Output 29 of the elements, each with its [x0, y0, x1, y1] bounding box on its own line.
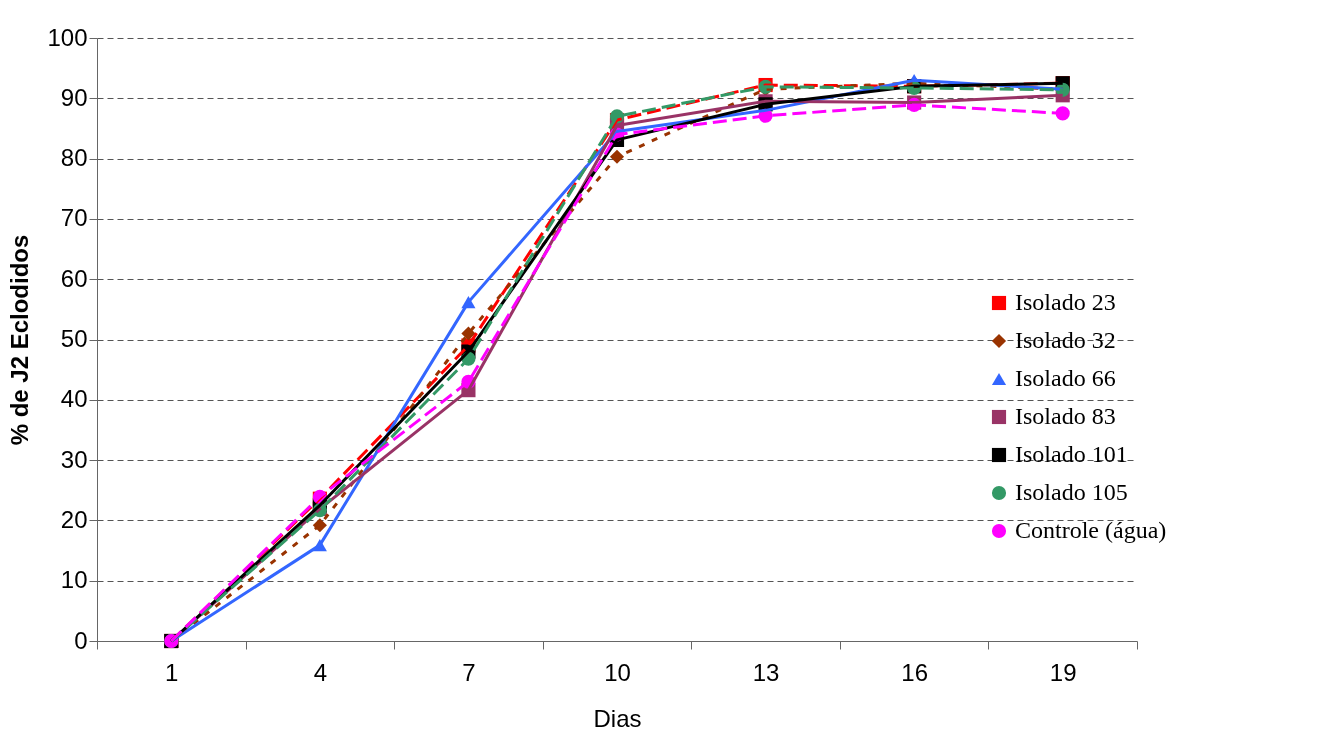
legend-label: Isolado 23	[1015, 289, 1116, 315]
x-axis-title: Dias	[593, 704, 642, 732]
y-tick-label: 30	[60, 445, 88, 473]
y-axis-title: % de J2 Eclodidos	[6, 234, 34, 446]
x-tick-label: 13	[752, 658, 780, 686]
x-tick-label: 7	[462, 658, 476, 686]
y-tick-label: 80	[60, 144, 88, 172]
x-tick-label: 16	[901, 658, 928, 686]
x-tick-label: 19	[1049, 658, 1077, 686]
y-tick-label: 100	[47, 23, 88, 51]
x-tick-label: 10	[604, 658, 631, 686]
legend-label: Isolado 105	[1015, 479, 1128, 505]
y-tick-label: 10	[60, 566, 88, 594]
y-tick-label: 40	[60, 385, 88, 413]
legend-label: Isolado 83	[1015, 403, 1116, 429]
y-tick-label: 60	[60, 264, 88, 292]
point	[312, 518, 327, 533]
y-tick-label: 90	[60, 83, 88, 111]
point	[461, 326, 476, 341]
legend-label: Isolado 66	[1015, 365, 1116, 391]
legend-label: Isolado 32	[1015, 327, 1116, 353]
legend-label: Isolado 101	[1015, 441, 1128, 467]
y-tick-label: 50	[60, 325, 88, 352]
x-tick-label: 1	[165, 658, 179, 686]
y-tick-label: 70	[60, 204, 88, 232]
y-tick-label: 20	[60, 505, 88, 533]
legend-label: Controle (água)	[1015, 517, 1167, 543]
x-tick-label: 4	[313, 658, 328, 686]
y-tick-label: 0	[74, 626, 88, 654]
